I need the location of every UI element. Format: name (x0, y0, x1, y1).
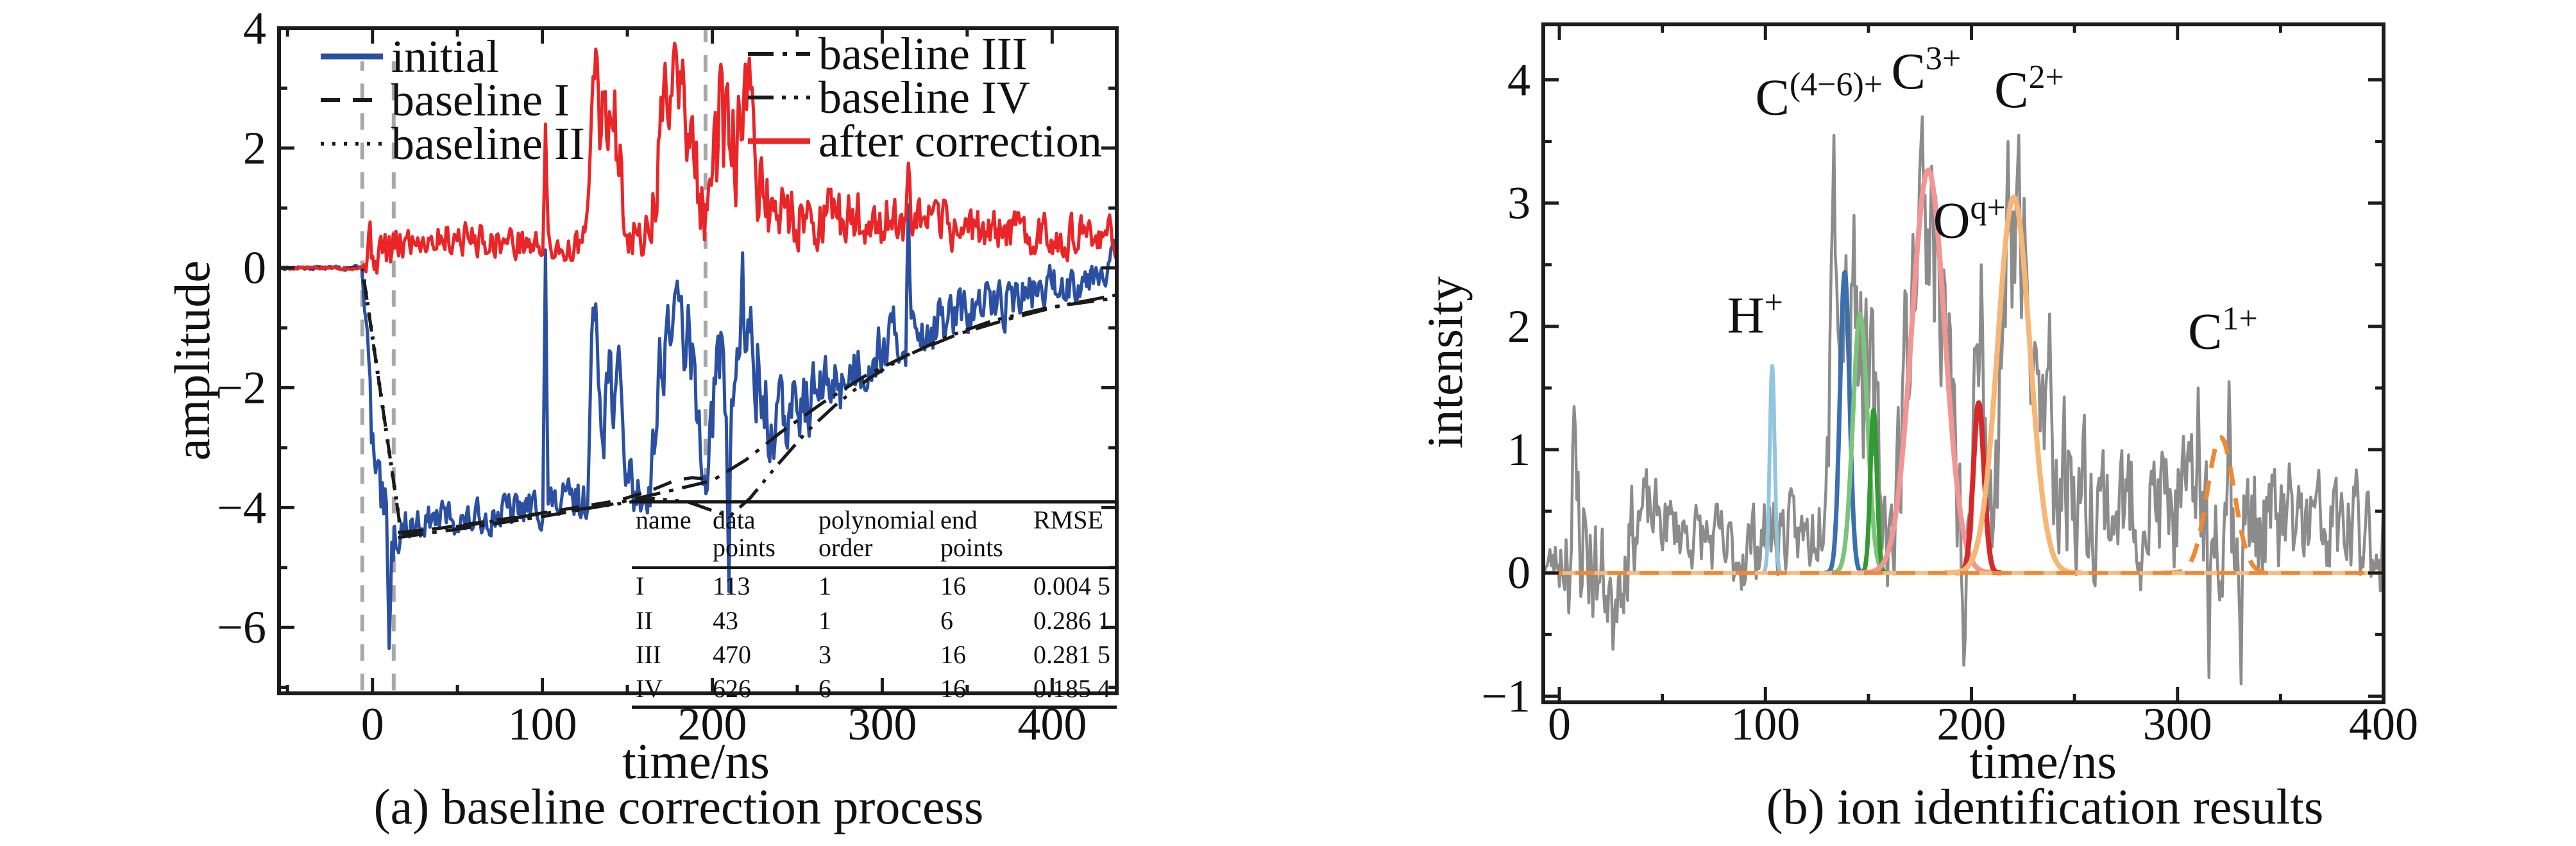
legend-label: after correction (818, 115, 1102, 167)
y-tick-label: −4 (217, 482, 266, 533)
peak-label-C2+: C2+ (1994, 59, 2064, 119)
y-axis-label-b: intensity (1417, 276, 1473, 449)
legend-label: baseline III (818, 28, 1028, 80)
series-c3+-fit (1856, 167, 1999, 576)
y-tick-label: 0 (243, 242, 266, 294)
legend-label: baseline I (391, 74, 570, 126)
x-tick-label: 100 (508, 698, 577, 750)
series-c2+-fit (1944, 194, 2083, 576)
peak-label-H+: H+ (1727, 284, 1783, 344)
table-header-cell: polynomial order (815, 502, 936, 570)
y-tick-label: 0 (1507, 547, 1530, 598)
y-tick-label: 3 (1507, 178, 1530, 229)
table-row: I 113 1 16 0.004 5 (632, 568, 1117, 603)
table-cell: II (636, 605, 653, 635)
series-baseline-iii (398, 296, 1117, 539)
table-cell: 470 (713, 639, 751, 669)
y-tick-label: 4 (243, 3, 266, 54)
series-initial (278, 203, 1117, 650)
table-cell: 16 (940, 571, 966, 601)
table-cell: 0.286 1 (1033, 605, 1110, 635)
y-tick-label: 2 (1507, 301, 1530, 352)
table-row: II 43 1 6 0.286 1 (632, 604, 1117, 638)
x-tick-label: 0 (1548, 698, 1571, 750)
table-cell: 16 (940, 673, 966, 703)
x-axis-label-a: time/ns (622, 733, 770, 789)
table-cell: 1 (818, 605, 831, 635)
legend-label: baseline IV (818, 72, 1030, 123)
peak-label-C1+: C1+ (2188, 300, 2258, 360)
inset-table: name data points polynomial order end point… (632, 500, 1117, 709)
table-cell: 626 (713, 673, 751, 703)
table-cell: 0.281 5 (1033, 639, 1110, 669)
table-cell: 43 (713, 605, 738, 635)
table-cell: 113 (713, 571, 750, 601)
table-cell: 6 (940, 605, 953, 635)
plot-frame-a (277, 26, 1119, 695)
table-row: III 470 3 16 0.281 5 (632, 638, 1117, 672)
y-tick-label: 2 (243, 123, 266, 174)
series-baseline-i (279, 266, 706, 536)
y-axis-label-a: amplitude (164, 260, 220, 461)
series-h+-fit (1759, 364, 1784, 575)
caption-b: (b) ion identification results (1766, 779, 2324, 834)
peak-label-C(4−6)+: C(4−6)+ (1755, 66, 1883, 126)
peak-label-C3+: C3+ (1892, 40, 1962, 100)
table-cell: 1 (818, 571, 831, 601)
y-tick-label: 4 (1507, 54, 1530, 105)
y-tick-label: −2 (217, 362, 266, 414)
table-header-cell: name (632, 502, 709, 570)
table-cell: 6 (818, 673, 831, 703)
table-cell: III (636, 639, 661, 669)
chart-b: 0 100 200 300 400 4 3 2 1 0 −1 H+ C(4−6)+ C3+ Oq+ C2+ C1… (1481, 22, 2418, 750)
table-cell: 0.004 5 (1033, 571, 1110, 601)
y-tick-label: −1 (1481, 670, 1530, 722)
table-header-row: name data points polynomial order end point… (632, 502, 1117, 570)
x-tick-label: 100 (1731, 698, 1800, 750)
table-cell: 0.185 4 (1033, 673, 1110, 703)
table-cell: 3 (818, 639, 831, 669)
peak-label-Oq+: Oq+ (1933, 189, 2006, 249)
x-tick-label: 0 (361, 698, 384, 750)
table-header-cell: data points (709, 502, 815, 570)
y-tick-label: 1 (1507, 424, 1530, 475)
legend-label: baseline II (391, 118, 585, 169)
x-tick-label: 400 (2349, 698, 2418, 750)
legend-label: initial (391, 31, 499, 82)
table-cell: IV (636, 673, 663, 703)
series-c1+-fit (2162, 435, 2279, 575)
table-header-cell: RMSE (1030, 502, 1117, 570)
series-after-correction (278, 41, 1118, 275)
table-header-cell: end points (936, 502, 1030, 570)
x-tick-label: 300 (2143, 698, 2212, 750)
table-cell: I (636, 571, 645, 601)
series-c4-6-fit-1 (1822, 270, 1867, 575)
caption-a: (a) baseline correction process (373, 779, 984, 834)
table-cell: 16 (940, 639, 966, 669)
plot-frame-b (1541, 22, 2385, 704)
x-axis-label-b: time/ns (1969, 733, 2117, 789)
y-tick-label: −6 (217, 602, 266, 653)
x-tick-label: 200 (1937, 698, 2006, 750)
table-row: IV 626 6 16 0.185 4 (632, 672, 1117, 707)
